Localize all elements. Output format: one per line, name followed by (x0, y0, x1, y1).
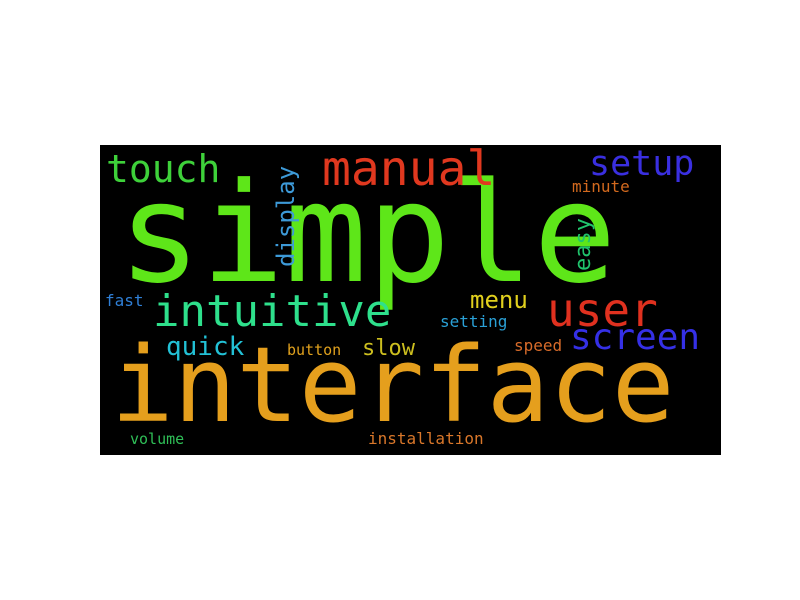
word-easy: easy (571, 218, 596, 271)
word-fast: fast (105, 291, 144, 310)
word-button: button (287, 341, 342, 359)
word-display: display (272, 165, 300, 267)
word-cloud: simple interface manual touch setup intu… (100, 145, 721, 455)
word-manual: manual (322, 145, 496, 197)
word-speed: speed (514, 336, 563, 355)
word-menu: menu (470, 286, 528, 314)
word-minute: minute (572, 177, 630, 196)
word-simple: simple (118, 153, 617, 314)
word-installation: installation (368, 429, 484, 448)
word-touch: touch (106, 147, 221, 191)
word-interface: interface (111, 324, 675, 446)
word-setting: setting (440, 312, 508, 331)
word-intuitive: intuitive (153, 286, 392, 337)
word-screen: screen (570, 317, 701, 358)
word-setup: setup (589, 145, 695, 184)
word-user: user (547, 283, 658, 337)
word-quick: quick (166, 332, 245, 362)
word-slow: slow (362, 336, 415, 361)
word-volume: volume (130, 430, 185, 448)
